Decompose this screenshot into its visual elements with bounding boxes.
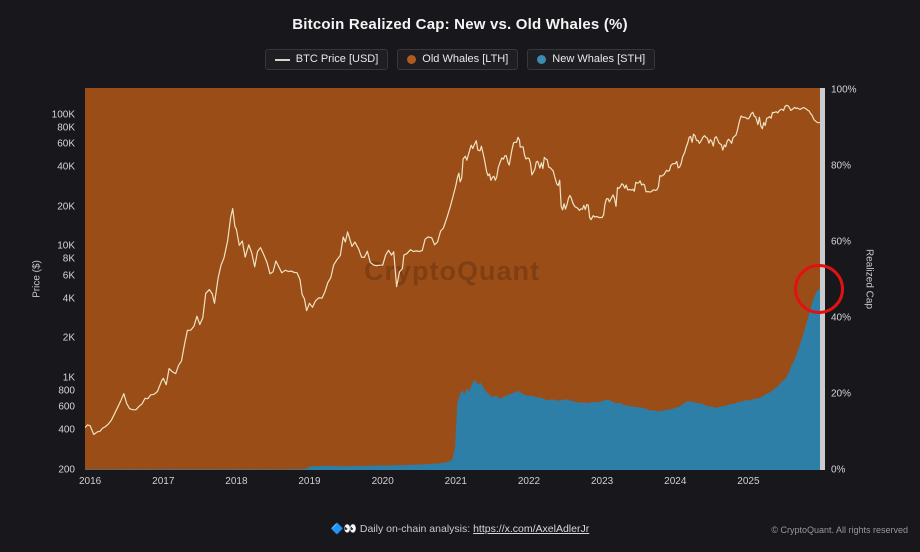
footer-icons: 🔷👀 [330,523,357,535]
price-tick-200: 200 [58,464,75,476]
price-tick-4K: 4K [62,293,75,305]
watermark: CryptoQuant [364,256,540,286]
year-tick-2020: 2020 [371,476,394,487]
footer-note: 🔷👀 Daily on-chain analysis: https://x.co… [331,522,589,535]
price-tick-2K: 2K [62,332,75,344]
right-axis-ticks: 100% 80% 60% 40% 20% 0% [831,84,891,476]
plot-area[interactable]: CryptoQuant [84,88,823,470]
legend-label-btc-price: BTC Price [USD] [295,53,379,65]
year-tick-2022: 2022 [517,476,541,487]
realized-cap-tick-20%: 20% [831,388,852,400]
realized-cap-tick-60%: 60% [831,236,852,248]
year-tick-2017: 2017 [152,476,175,487]
legend-item-old-whales[interactable]: Old Whales [LTH] [397,49,519,70]
legend-label-new-whales: New Whales [STH] [552,53,646,65]
price-tick-10K: 10K [57,240,75,252]
chart-canvas[interactable]: CryptoQuant [84,88,823,470]
x-axis-ticks: 2016 2017 2018 2019 2020 2021 2022 2023 2024 2025 [79,476,823,490]
price-tick-60K: 60K [57,138,75,150]
legend-item-new-whales[interactable]: New Whales [STH] [527,49,656,70]
price-tick-6K: 6K [62,270,75,282]
realized-cap-tick-80%: 80% [831,160,852,172]
footer-note-text: Daily on-chain analysis: [359,523,471,535]
btc-price-line [84,104,822,436]
year-tick-2025: 2025 [737,476,760,487]
price-tick-8K: 8K [62,253,75,265]
year-tick-2016: 2016 [78,476,102,487]
realized-cap-tick-0%: 0% [831,464,846,476]
legend: BTC Price [USD] Old Whales [LTH] New Whale… [0,49,920,70]
price-tick-40K: 40K [57,161,75,173]
year-tick-2024: 2024 [664,476,687,487]
price-tick-1K: 1K [62,372,75,384]
price-tick-800: 800 [58,385,75,397]
footer-link[interactable]: https://x.com/AxelAdlerJr [473,523,590,535]
legend-label-old-whales: Old Whales [LTH] [422,53,509,65]
annotation-circle [793,263,844,314]
copyright: © CryptoQuant. All rights reserved [771,525,908,535]
year-tick-2018: 2018 [225,476,248,487]
btc-price-swatch-icon [274,58,290,61]
year-tick-2019: 2019 [298,476,321,487]
realized-cap-tick-100%: 100% [831,84,857,96]
left-axis-ticks: 100K 80K 60K 40K 20K 10K 8K 6K 4K 2K 1K 800 600 400 20… [0,88,78,475]
year-tick-2023: 2023 [590,476,614,487]
new-whales-area [85,287,823,470]
price-tick-600: 600 [58,401,75,413]
new-whales-swatch-icon [537,55,547,64]
chart-title: Bitcoin Realized Cap: New vs. Old Whales… [292,16,628,33]
price-tick-400: 400 [58,424,75,436]
price-tick-100K: 100K [51,109,75,121]
year-tick-2021: 2021 [444,476,467,487]
realized-cap-tick-40%: 40% [831,312,852,324]
price-tick-80K: 80K [57,122,75,134]
legend-item-btc-price[interactable]: BTC Price [USD] [264,49,389,70]
price-tick-20K: 20K [57,201,75,213]
old-whales-swatch-icon [407,55,417,64]
